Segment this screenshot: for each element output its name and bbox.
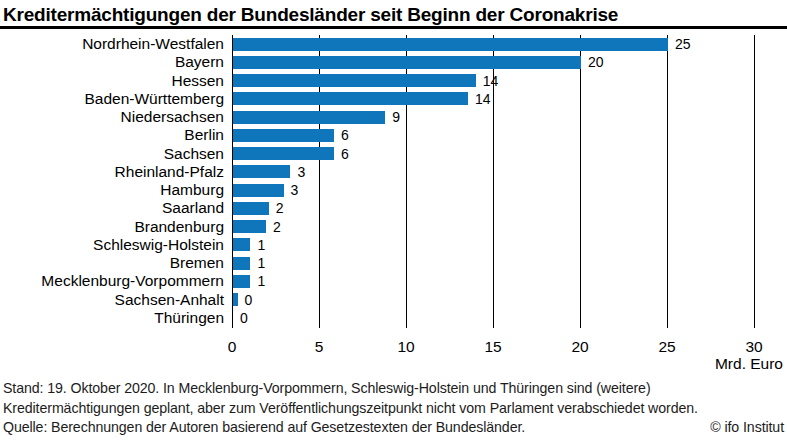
chart-row: Berlin 6 (0, 126, 787, 144)
category-label: Sachsen (0, 145, 224, 163)
category-label: Brandenburg (0, 218, 224, 236)
bar (233, 202, 269, 215)
value-label: 25 (675, 35, 691, 53)
value-label: 0 (245, 291, 253, 309)
chart-figure: Kreditermächtigungen der Bundesländer se… (0, 0, 787, 443)
gridline-30 (754, 35, 755, 328)
category-label: Niedersachsen (0, 108, 224, 126)
x-axis-tick-label: 5 (315, 338, 324, 356)
x-axis-tick-label: 15 (484, 338, 501, 356)
value-label: 6 (341, 126, 349, 144)
x-axis-tick-label: 25 (658, 338, 675, 356)
source-note: Quelle: Berechnungen der Autoren basiere… (3, 418, 525, 438)
bar (233, 165, 290, 178)
value-label: 1 (257, 272, 265, 290)
value-label: 20 (588, 53, 604, 71)
plot-area: Nordrhein-Westfalen25Bayern20Hessen14Bad… (0, 35, 787, 328)
chart-row: Nordrhein-Westfalen 25 (0, 35, 787, 53)
bar (233, 92, 468, 105)
gridline-25 (667, 35, 668, 328)
chart-row: Bayern 20 (0, 53, 787, 71)
bar (233, 38, 668, 51)
chart-row: Saarland 2 (0, 199, 787, 217)
chart-row: Sachsen-Anhalt 0 (0, 291, 787, 309)
title-underline (0, 26, 787, 29)
value-label: 14 (483, 72, 499, 90)
x-axis-tick-label: 0 (228, 338, 237, 356)
x-axis-unit-label: Mrd. Euro (715, 355, 783, 373)
chart-row: Brandenburg 2 (0, 218, 787, 236)
value-label: 1 (257, 254, 265, 272)
x-axis-tick-label: 20 (571, 338, 588, 356)
chart-row: Rheinland-Pfalz 3 (0, 163, 787, 181)
bar (233, 293, 238, 306)
value-label: 9 (392, 108, 400, 126)
category-label: Saarland (0, 199, 224, 217)
category-label: Bremen (0, 254, 224, 272)
category-label: Nordrhein-Westfalen (0, 35, 224, 53)
chart-row: Mecklenburg-Vorpommern 1 (0, 272, 787, 290)
category-label: Hessen (0, 72, 224, 90)
chart-row: Bremen 1 (0, 254, 787, 272)
chart-row: Niedersachsen 9 (0, 108, 787, 126)
chart-title: Kreditermächtigungen der Bundesländer se… (3, 4, 618, 26)
category-label: Rheinland-Pfalz (0, 163, 224, 181)
category-label: Bayern (0, 53, 224, 71)
chart-row: Thüringen 0 (0, 309, 787, 327)
copyright-note: © ifo Institut (710, 418, 784, 438)
value-label: 3 (291, 181, 299, 199)
bar (233, 275, 250, 288)
category-label: Hamburg (0, 181, 224, 199)
x-axis-tick-label: 30 (745, 338, 762, 356)
category-label: Mecklenburg-Vorpommern (0, 272, 224, 290)
bar (233, 129, 334, 142)
bar (233, 238, 250, 251)
category-label: Baden-Württemberg (0, 90, 224, 108)
bar (233, 257, 250, 270)
value-label: 2 (273, 218, 281, 236)
value-label: 3 (297, 163, 305, 181)
value-label: 14 (475, 90, 491, 108)
gridline-20 (580, 35, 581, 328)
value-label: 2 (276, 199, 284, 217)
category-label: Berlin (0, 126, 224, 144)
bar (233, 74, 476, 87)
category-label: Sachsen-Anhalt (0, 291, 224, 309)
footnote-block: Stand: 19. Oktober 2020. In Mecklenburg-… (3, 379, 784, 438)
bar (233, 111, 385, 124)
footnote-line-2: Kreditermächtigungen geplant, aber zum V… (3, 399, 784, 419)
x-axis-tick-label: 10 (397, 338, 414, 356)
value-label: 0 (240, 309, 248, 327)
bar (233, 56, 581, 69)
chart-row: Baden-Württemberg 14 (0, 90, 787, 108)
chart-row: Sachsen 6 (0, 145, 787, 163)
bar (233, 147, 334, 160)
bar (233, 220, 266, 233)
chart-row: Hessen 14 (0, 72, 787, 90)
bar (233, 184, 284, 197)
chart-row: Hamburg 3 (0, 181, 787, 199)
footnote-line-1: Stand: 19. Oktober 2020. In Mecklenburg-… (3, 379, 784, 399)
category-label: Schleswig-Holstein (0, 236, 224, 254)
category-label: Thüringen (0, 309, 224, 327)
chart-row: Schleswig-Holstein 1 (0, 236, 787, 254)
value-label: 1 (257, 236, 265, 254)
value-label: 6 (341, 145, 349, 163)
